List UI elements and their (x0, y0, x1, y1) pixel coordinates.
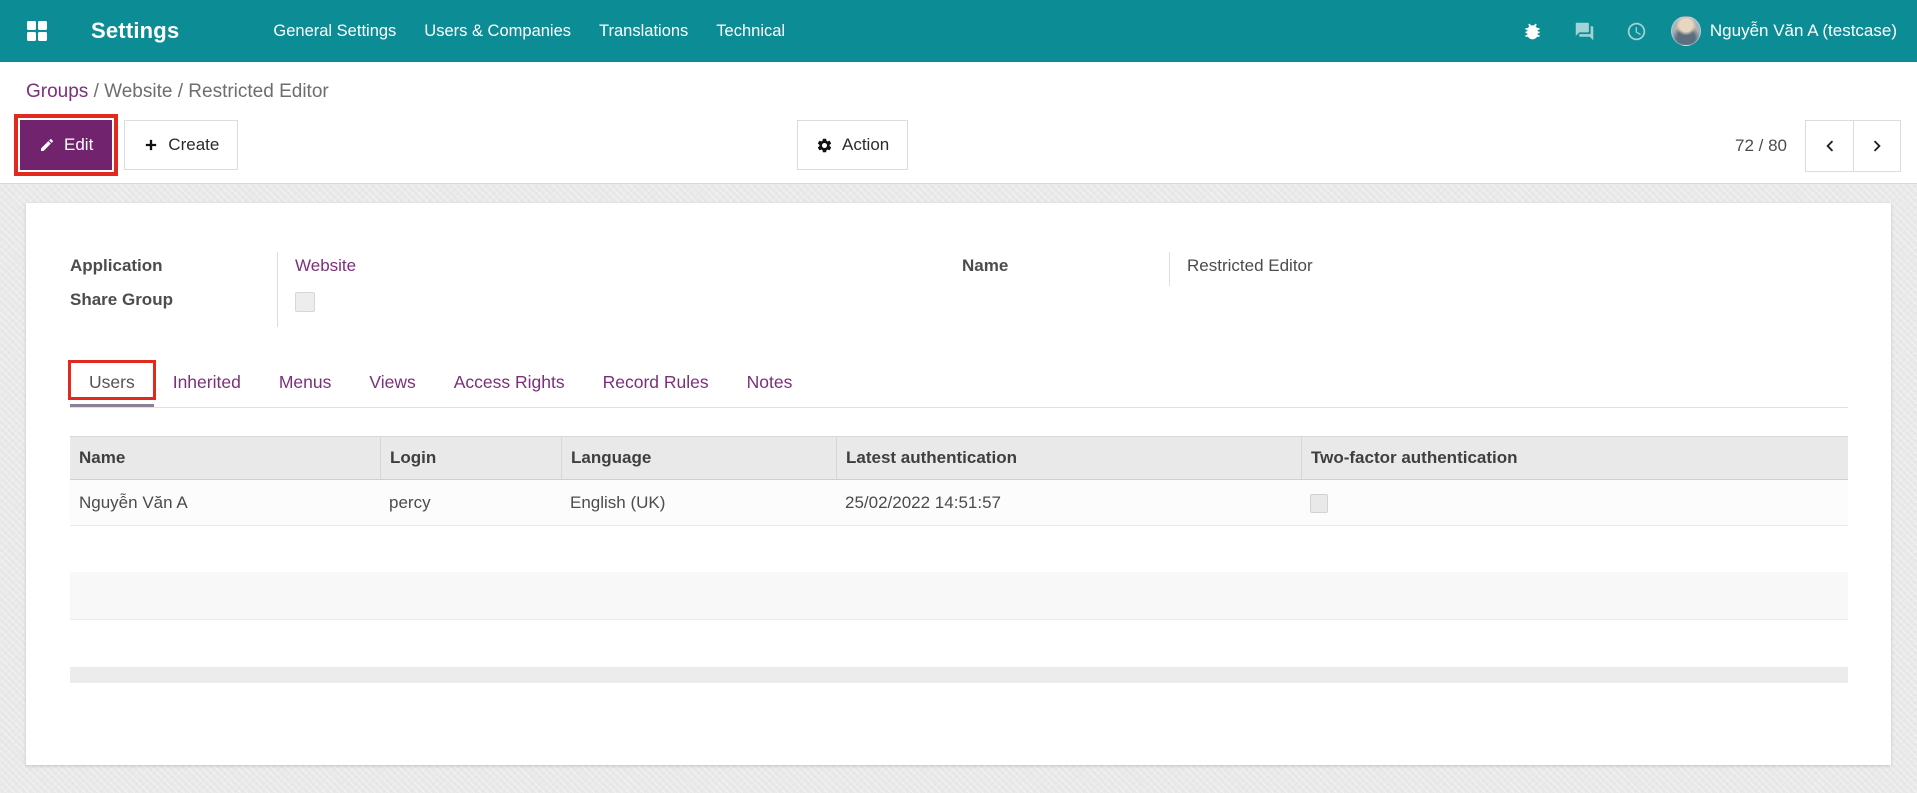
field-name: Name Restricted Editor (962, 252, 1848, 286)
cell-language: English (UK) (570, 492, 666, 512)
plus-icon (146, 139, 157, 151)
empty-row (70, 620, 1848, 667)
cell-two-factor (1301, 492, 1848, 513)
avatar (1670, 16, 1701, 46)
users-list: Name Login Language Latest authenticatio… (70, 436, 1848, 683)
column-header-two-factor[interactable]: Two-factor authentication (1301, 437, 1848, 479)
tab-record-rules[interactable]: Record Rules (602, 372, 709, 392)
tab-inherited[interactable]: Inherited (172, 372, 241, 392)
tab-users[interactable]: Users (68, 359, 156, 407)
pager-next-button[interactable] (1853, 121, 1900, 171)
table-row[interactable]: Nguyễn Văn A percy English (UK) 25/02/20… (70, 480, 1848, 526)
button-row: Edit Create Action 72 / 80 (14, 114, 1901, 176)
column-header-language[interactable]: Language (561, 437, 836, 479)
tab-views[interactable]: Views (369, 372, 416, 392)
navbar-systray: Nguyễn Văn A (testcase) (1507, 0, 1897, 62)
nav-menu-translations[interactable]: Translations (599, 21, 689, 40)
nav-menu-users-companies[interactable]: Users & Companies (424, 21, 572, 40)
name-value: Restricted Editor (1187, 256, 1313, 275)
share-group-label: Share Group (70, 286, 278, 327)
notebook-tabs: Users Inherited Menus Views Access Right… (68, 359, 1848, 408)
user-name: Nguyễn Văn A (testcase) (1709, 21, 1897, 40)
application-link[interactable]: Website (295, 256, 357, 275)
name-label: Name (962, 252, 1170, 286)
tab-access-rights[interactable]: Access Rights (453, 372, 565, 392)
cell-name: Nguyễn Văn A (79, 492, 188, 512)
edit-button-label: Edit (64, 135, 94, 154)
apps-grid-icon[interactable] (27, 21, 47, 41)
tab-users-label: Users (89, 372, 135, 392)
pager-buttons (1805, 120, 1901, 172)
field-application: Application Website (70, 252, 962, 286)
chevron-right-icon (1873, 140, 1881, 152)
control-panel: Groups / Website / Restricted Editor Edi… (0, 62, 1917, 184)
pager-previous-button[interactable] (1806, 121, 1853, 171)
chevron-left-icon (1825, 140, 1833, 152)
column-header-latest-authentication[interactable]: Latest authentication (836, 437, 1301, 479)
breadcrumb-groups-link[interactable]: Groups (26, 81, 89, 102)
field-share-group: Share Group (70, 286, 962, 327)
table-header: Name Login Language Latest authenticatio… (70, 436, 1848, 480)
pager: 72 / 80 (1735, 120, 1901, 172)
create-button[interactable]: Create (124, 120, 239, 170)
nav-menus: General Settings Users & Companies Trans… (259, 2, 799, 61)
pencil-icon (41, 138, 54, 151)
cell-login: percy (389, 492, 431, 512)
breadcrumb: Groups / Website / Restricted Editor (26, 80, 1901, 103)
annotation-edit-button: Edit (14, 114, 119, 176)
field-column-right: Name Restricted Editor (962, 252, 1848, 327)
column-header-login[interactable]: Login (380, 437, 561, 479)
gear-icon (817, 138, 832, 152)
create-button-label: Create (168, 135, 220, 154)
nav-menu-general-settings[interactable]: General Settings (273, 21, 397, 40)
apps-grid-square (38, 32, 47, 41)
bug-icon[interactable] (1507, 0, 1559, 62)
chat-icon[interactable] (1559, 0, 1611, 62)
apps-grid-square (38, 21, 47, 30)
form-fields: Application Website Share Group Name Res… (70, 252, 1848, 327)
apps-grid-square (27, 21, 36, 30)
edit-button[interactable]: Edit (20, 120, 113, 170)
clock-icon[interactable] (1611, 0, 1663, 62)
top-navbar: Settings General Settings Users & Compan… (0, 0, 1917, 62)
apps-grid-square (27, 32, 36, 41)
user-menu[interactable]: Nguyễn Văn A (testcase) (1670, 16, 1897, 46)
share-group-value-cell (278, 286, 315, 327)
app-title: Settings (91, 18, 180, 43)
tab-notes[interactable]: Notes (746, 372, 793, 392)
empty-row (70, 572, 1848, 620)
share-group-checkbox[interactable] (295, 292, 315, 312)
application-value-cell: Website (278, 252, 356, 286)
form-card: Application Website Share Group Name Res… (26, 203, 1891, 765)
action-button[interactable]: Action (797, 120, 909, 170)
cell-latest-authentication: 25/02/2022 14:51:57 (845, 492, 1001, 512)
breadcrumb-current: / Website / Restricted Editor (93, 81, 329, 102)
column-header-name[interactable]: Name (79, 448, 126, 467)
two-factor-checkbox[interactable] (1310, 493, 1328, 513)
empty-row (70, 526, 1848, 572)
pager-value: 72 / 80 (1735, 136, 1787, 155)
field-column-left: Application Website Share Group (70, 252, 962, 327)
nav-menu-technical[interactable]: Technical (716, 21, 786, 40)
empty-row (70, 667, 1848, 683)
application-label: Application (70, 252, 278, 286)
action-button-label: Action (842, 135, 890, 154)
tab-menus[interactable]: Menus (278, 372, 332, 392)
